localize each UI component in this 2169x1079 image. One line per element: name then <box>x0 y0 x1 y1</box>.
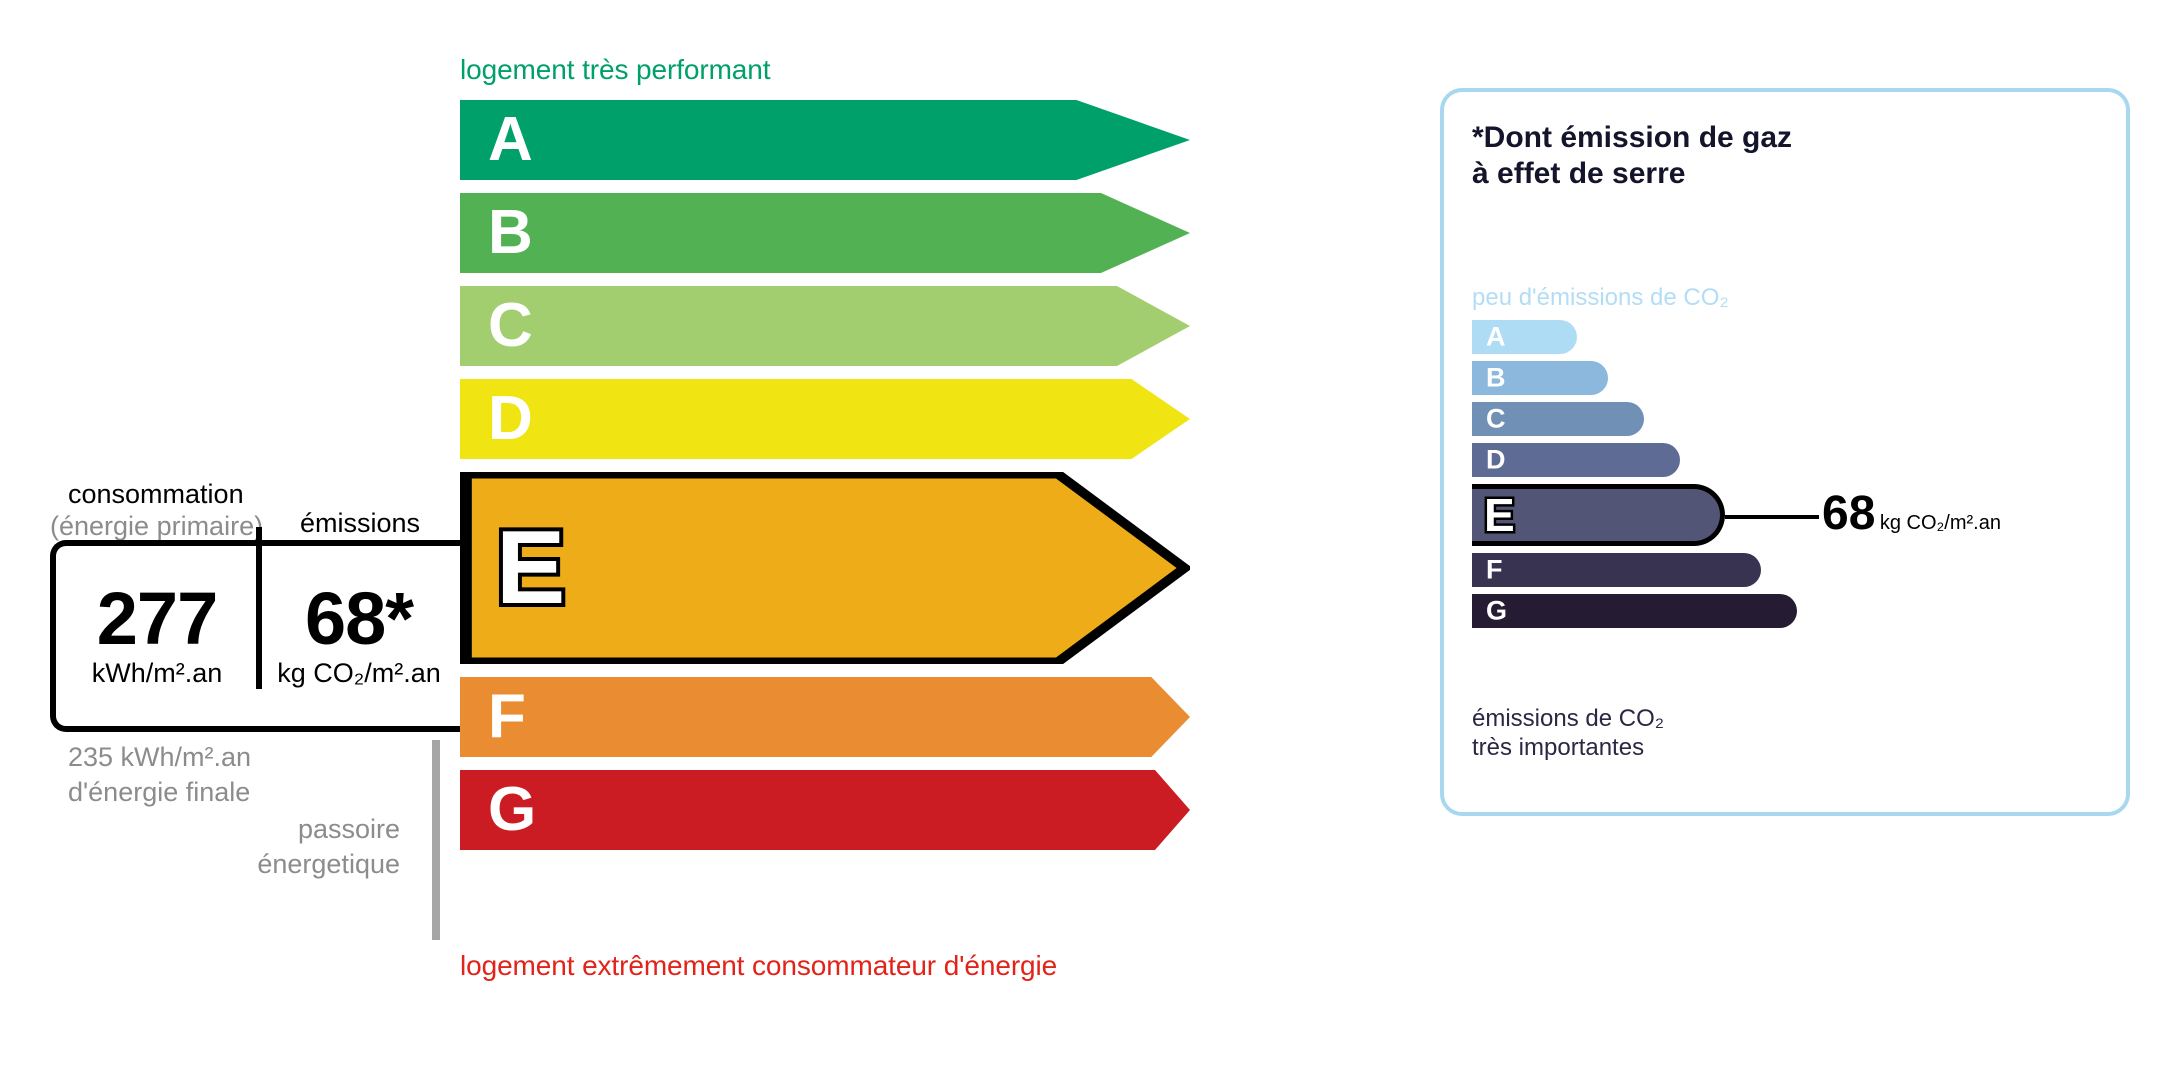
energy-arrow-f: F <box>460 677 1190 757</box>
energy-letter-e: E <box>492 510 569 626</box>
primary-energy-unit: kWh/m².an <box>91 657 223 688</box>
co2-class-row-e-current[interactable]: E 68 kg CO₂/m².an <box>1472 484 2001 546</box>
primary-energy-value: 277 <box>96 577 218 661</box>
arrow-shape-f <box>460 677 1190 757</box>
energy-class-row-g[interactable]: G <box>460 770 1190 850</box>
consumption-header-line2: (énergie primaire) <box>50 511 264 542</box>
emissions-header: émissions <box>300 508 421 538</box>
co2-leader-line <box>1725 515 1819 519</box>
arrow-shape-b <box>460 193 1190 273</box>
co2-class-row-a[interactable]: A <box>1472 320 1797 354</box>
co2-panel-title: *Dont émission de gaz à effet de serre <box>1472 121 1793 190</box>
emission-value: 68* <box>304 577 414 661</box>
co2-letter-b: B <box>1486 362 1506 393</box>
passoire-label: passoire énergetique <box>257 814 400 879</box>
co2-letter-f: F <box>1486 554 1503 585</box>
co2-class-row-c[interactable]: C <box>1472 402 1797 436</box>
energy-letter-c: C <box>488 291 533 360</box>
co2-letter-a: A <box>1486 321 1506 352</box>
energy-class-row-a[interactable]: A <box>460 100 1190 180</box>
energy-arrow-b: B <box>460 193 1190 273</box>
emission-unit: kg CO₂/m².an <box>277 657 441 688</box>
co2-bar-d: D <box>1472 443 1680 477</box>
arrow-shape-c <box>460 286 1190 366</box>
primary-energy-cell: 277 kWh/m².an <box>56 577 258 689</box>
co2-letter-d: D <box>1486 444 1506 475</box>
co2-bar-b: B <box>1472 361 1608 395</box>
co2-class-bar-stack: A B C D E 68 kg CO₂/m².an <box>1472 320 2001 635</box>
energy-class-row-f[interactable]: F <box>460 677 1190 757</box>
energy-letter-b: B <box>488 198 533 267</box>
co2-bar-e: E <box>1472 484 1725 546</box>
consumption-header: consommation (énergie primaire) <box>50 478 263 543</box>
co2-caption-bottom: émissions de CO₂ très importantes <box>1472 705 1665 762</box>
energy-caption-bottom: logement extrêmement consommateur d'éner… <box>460 950 1058 981</box>
co2-value-number: 68 <box>1822 487 1876 540</box>
co2-emissions-panel: *Dont émission de gaz à effet de serre p… <box>1440 88 2130 816</box>
energy-letter-a: A <box>488 105 533 174</box>
energy-arrow-d: D <box>460 379 1190 459</box>
energy-letter-g: G <box>488 775 537 844</box>
energy-arrow-c: C <box>460 286 1190 366</box>
energy-arrow-e: E <box>460 472 1190 664</box>
energy-arrow-a: A <box>460 100 1190 180</box>
energy-class-row-c[interactable]: C <box>460 286 1190 366</box>
energy-class-arrow-stack: A B C D <box>460 100 1190 863</box>
co2-caption-top: peu d'émissions de CO₂ <box>1472 284 1729 311</box>
co2-letter-g: G <box>1486 595 1508 626</box>
energy-class-row-b[interactable]: B <box>460 193 1190 273</box>
energy-letter-f: F <box>488 682 526 751</box>
co2-class-row-f[interactable]: F <box>1472 553 1797 587</box>
arrow-shape-g <box>460 770 1190 850</box>
energy-caption-top: logement très performant <box>460 54 771 85</box>
consumption-header-line1: consommation <box>68 479 244 509</box>
co2-bar-a: A <box>1472 320 1577 354</box>
emission-cell: 68* kg CO₂/m².an <box>256 527 460 689</box>
co2-class-row-b[interactable]: B <box>1472 361 1797 395</box>
co2-value-unit: kg CO₂/m².an <box>1879 512 2001 534</box>
arrow-shape-d <box>460 379 1190 459</box>
co2-bar-g: G <box>1472 594 1797 628</box>
co2-value-group: 68 kg CO₂/m².an <box>1822 490 2001 538</box>
passoire-indicator-bar <box>432 740 440 940</box>
energy-class-row-d[interactable]: D <box>460 379 1190 459</box>
energy-performance-panel: logement très performant A B <box>50 54 1190 981</box>
co2-bar-c: C <box>1472 402 1644 436</box>
co2-letter-c: C <box>1486 403 1506 434</box>
energy-arrow-g: G <box>460 770 1190 850</box>
energy-class-row-e-current[interactable]: E <box>460 472 1190 664</box>
co2-class-row-g[interactable]: G <box>1472 594 1797 628</box>
arrow-shape-e <box>460 472 1190 664</box>
final-energy-note: 235 kWh/m².an d'énergie finale <box>68 742 252 807</box>
value-box: 277 kWh/m².an 68* kg CO₂/m².an <box>50 527 460 732</box>
co2-class-row-d[interactable]: D <box>1472 443 1797 477</box>
co2-letter-e: E <box>1482 489 1518 541</box>
energy-letter-d: D <box>488 384 533 453</box>
co2-bar-f: F <box>1472 553 1761 587</box>
arrow-shape-a <box>460 100 1190 180</box>
